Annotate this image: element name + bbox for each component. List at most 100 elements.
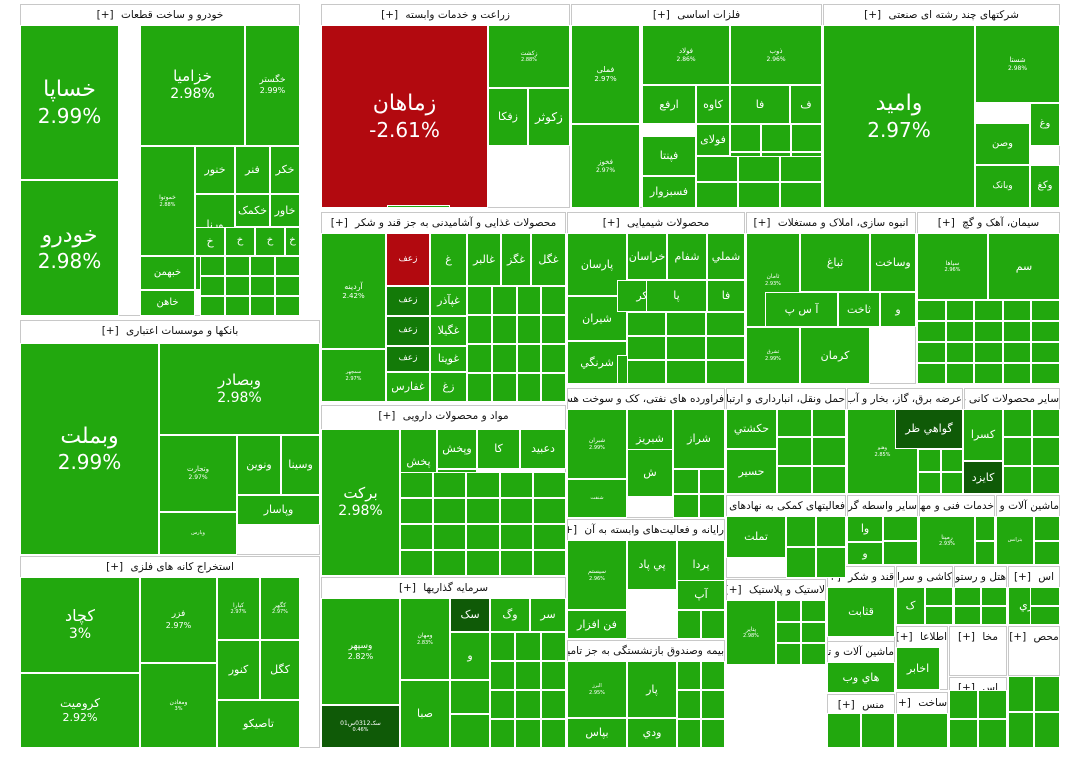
minor-stock-tile[interactable] [1034, 676, 1060, 712]
stock-tile[interactable]: غ [430, 233, 467, 286]
minor-stock-tile[interactable] [816, 547, 846, 578]
minor-stock-tile[interactable] [225, 296, 250, 316]
stock-tile[interactable]: سر [530, 598, 566, 632]
sector-header[interactable]: ساخت [+] [897, 693, 947, 713]
minor-stock-tile[interactable] [827, 713, 861, 748]
stock-tile[interactable]: وبصادر 2.98% [159, 343, 320, 435]
minor-stock-tile[interactable] [532, 498, 566, 524]
minor-stock-tile[interactable] [387, 205, 450, 208]
stock-tile[interactable]: حسیر [726, 449, 777, 494]
stock-tile[interactable]: خموتوا 2.88% [140, 146, 195, 256]
minor-stock-tile[interactable] [917, 342, 946, 363]
expand-toggle[interactable]: [+] [101, 325, 119, 337]
expand-toggle[interactable]: [+] [864, 9, 882, 21]
stock-tile[interactable]: غالبر [467, 233, 501, 286]
minor-stock-tile[interactable] [811, 437, 846, 466]
minor-stock-tile[interactable] [541, 373, 566, 402]
minor-stock-tile[interactable] [974, 363, 1003, 384]
minor-stock-tile[interactable] [541, 286, 566, 315]
minor-stock-tile[interactable] [777, 465, 812, 494]
minor-stock-tile[interactable] [540, 632, 566, 661]
minor-stock-tile[interactable] [490, 632, 516, 661]
minor-stock-tile[interactable] [925, 587, 953, 606]
minor-stock-tile[interactable] [777, 437, 812, 466]
expand-toggle[interactable]: [+] [106, 561, 124, 573]
minor-stock-tile[interactable] [666, 336, 706, 360]
minor-stock-tile[interactable] [945, 342, 975, 363]
sector-header[interactable]: لاستیک و پلاستیک [+] [727, 580, 825, 600]
stock-tile[interactable]: وامید 2.97% [823, 25, 975, 208]
stock-tile[interactable]: فسبزوار [642, 176, 696, 208]
minor-stock-tile[interactable] [1003, 465, 1032, 494]
minor-stock-tile[interactable] [1030, 606, 1060, 625]
minor-stock-tile[interactable] [250, 256, 275, 276]
stock-tile[interactable]: سیاها 2.96% [917, 233, 988, 300]
stock-tile[interactable]: کپارا 2.97% [217, 577, 260, 640]
expand-toggle[interactable]: [+] [330, 217, 348, 229]
minor-stock-tile[interactable] [980, 606, 1007, 625]
minor-stock-tile[interactable] [467, 315, 492, 344]
minor-stock-tile[interactable] [940, 449, 963, 472]
sector-header[interactable]: محصولات شیمیایی [+] [568, 213, 744, 233]
minor-stock-tile[interactable] [466, 498, 500, 524]
stock-tile[interactable]: خکمک [235, 194, 270, 227]
stock-tile[interactable]: و [450, 632, 490, 680]
sector-header[interactable]: فراورده های نفتی، کک و سوخت هسته ای [+] [568, 389, 724, 409]
stock-tile[interactable]: رمپنا 2.93% [919, 516, 975, 565]
sector-header[interactable]: ماشین آلات و تجهیزات [+] [828, 642, 894, 662]
minor-stock-tile[interactable] [1031, 300, 1060, 321]
minor-stock-tile[interactable] [433, 550, 467, 576]
minor-stock-tile[interactable] [491, 373, 517, 402]
minor-stock-tile[interactable] [499, 524, 533, 550]
expand-toggle[interactable]: [+] [602, 217, 620, 229]
stock-tile[interactable]: خکر [270, 146, 300, 194]
minor-stock-tile[interactable] [491, 344, 517, 373]
stock-tile[interactable]: وکغ [1030, 165, 1060, 208]
minor-stock-tile[interactable] [978, 690, 1007, 719]
sector-header[interactable]: خدمات فنی و مهندسی [+] [920, 496, 994, 516]
sector-header[interactable]: منس [+] [828, 695, 894, 715]
minor-stock-tile[interactable] [225, 276, 250, 296]
sector-header[interactable]: محص [+] [1009, 627, 1059, 647]
minor-stock-tile[interactable] [1034, 516, 1060, 541]
sector-header[interactable]: رایانه و فعالیت‌های وابسته به آن [+] [568, 520, 724, 540]
stock-tile[interactable]: کرمان [800, 327, 870, 384]
minor-stock-tile[interactable] [516, 286, 542, 315]
minor-stock-tile[interactable] [433, 472, 467, 498]
minor-stock-tile[interactable] [1008, 676, 1034, 712]
stock-tile[interactable]: قثابت [827, 587, 895, 637]
stock-tile[interactable]: فا [707, 280, 745, 312]
stock-tile[interactable]: آپ [677, 580, 725, 610]
minor-stock-tile[interactable] [696, 156, 738, 182]
sector-header[interactable]: بانکها و موسسات اعتباری [+] [21, 321, 319, 341]
minor-stock-tile[interactable] [516, 344, 542, 373]
stock-tile[interactable]: فن افزار [567, 610, 627, 639]
minor-stock-tile[interactable] [883, 516, 918, 541]
minor-stock-tile[interactable] [433, 498, 467, 524]
stock-tile[interactable]: سک0312س01 0.46% [321, 705, 400, 748]
minor-stock-tile[interactable] [467, 286, 492, 315]
stock-tile[interactable]: کنور [217, 640, 260, 700]
minor-stock-tile[interactable] [811, 465, 846, 494]
stock-tile[interactable]: بترانس [996, 516, 1034, 565]
minor-stock-tile[interactable] [515, 719, 541, 748]
stock-tile[interactable]: زماهان -2.61% [321, 25, 488, 208]
minor-stock-tile[interactable] [896, 713, 948, 748]
stock-tile[interactable]: زعف [386, 286, 430, 316]
stock-tile[interactable]: زعف [386, 346, 430, 372]
minor-stock-tile[interactable] [627, 360, 667, 384]
minor-stock-tile[interactable] [677, 610, 701, 639]
minor-stock-tile[interactable] [738, 156, 780, 182]
minor-stock-tile[interactable] [532, 472, 566, 498]
minor-stock-tile[interactable] [450, 714, 490, 748]
stock-tile[interactable]: فپنتا [642, 136, 696, 176]
sector-header[interactable]: اطلاعا [+] [897, 627, 947, 647]
minor-stock-tile[interactable] [701, 610, 725, 639]
minor-stock-tile[interactable] [786, 516, 816, 547]
minor-stock-tile[interactable] [954, 587, 981, 606]
minor-stock-tile[interactable] [975, 540, 995, 565]
stock-tile[interactable]: خودرو 2.98% [20, 180, 119, 316]
minor-stock-tile[interactable] [730, 124, 761, 152]
minor-stock-tile[interactable] [466, 524, 500, 550]
stock-tile[interactable]: کایزد [963, 461, 1003, 494]
